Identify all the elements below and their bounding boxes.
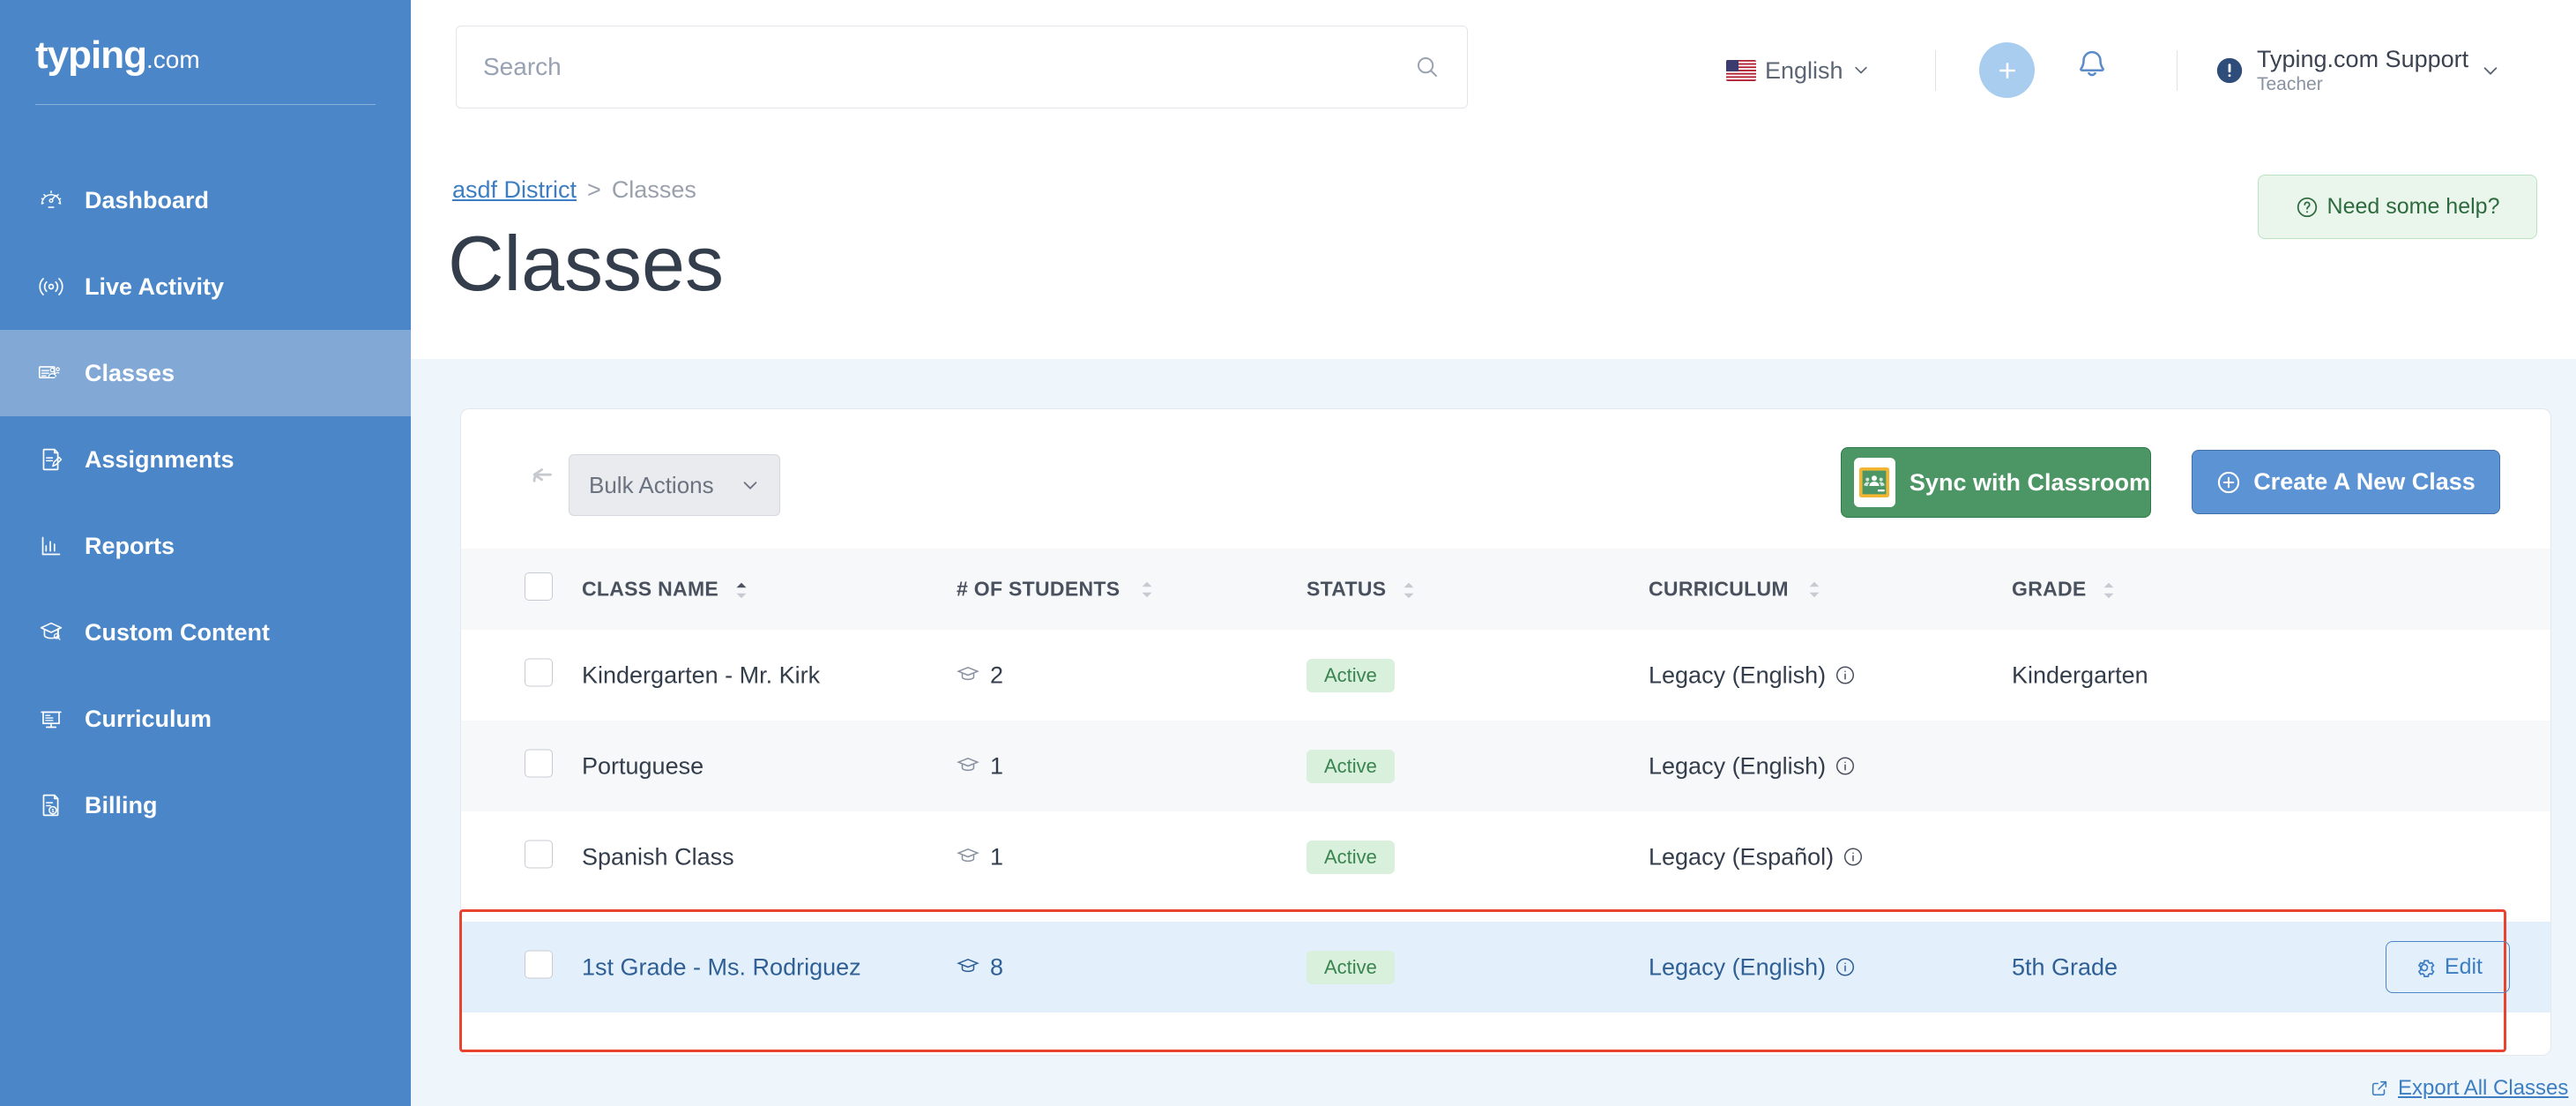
svg-text:$: $ [51,809,54,814]
